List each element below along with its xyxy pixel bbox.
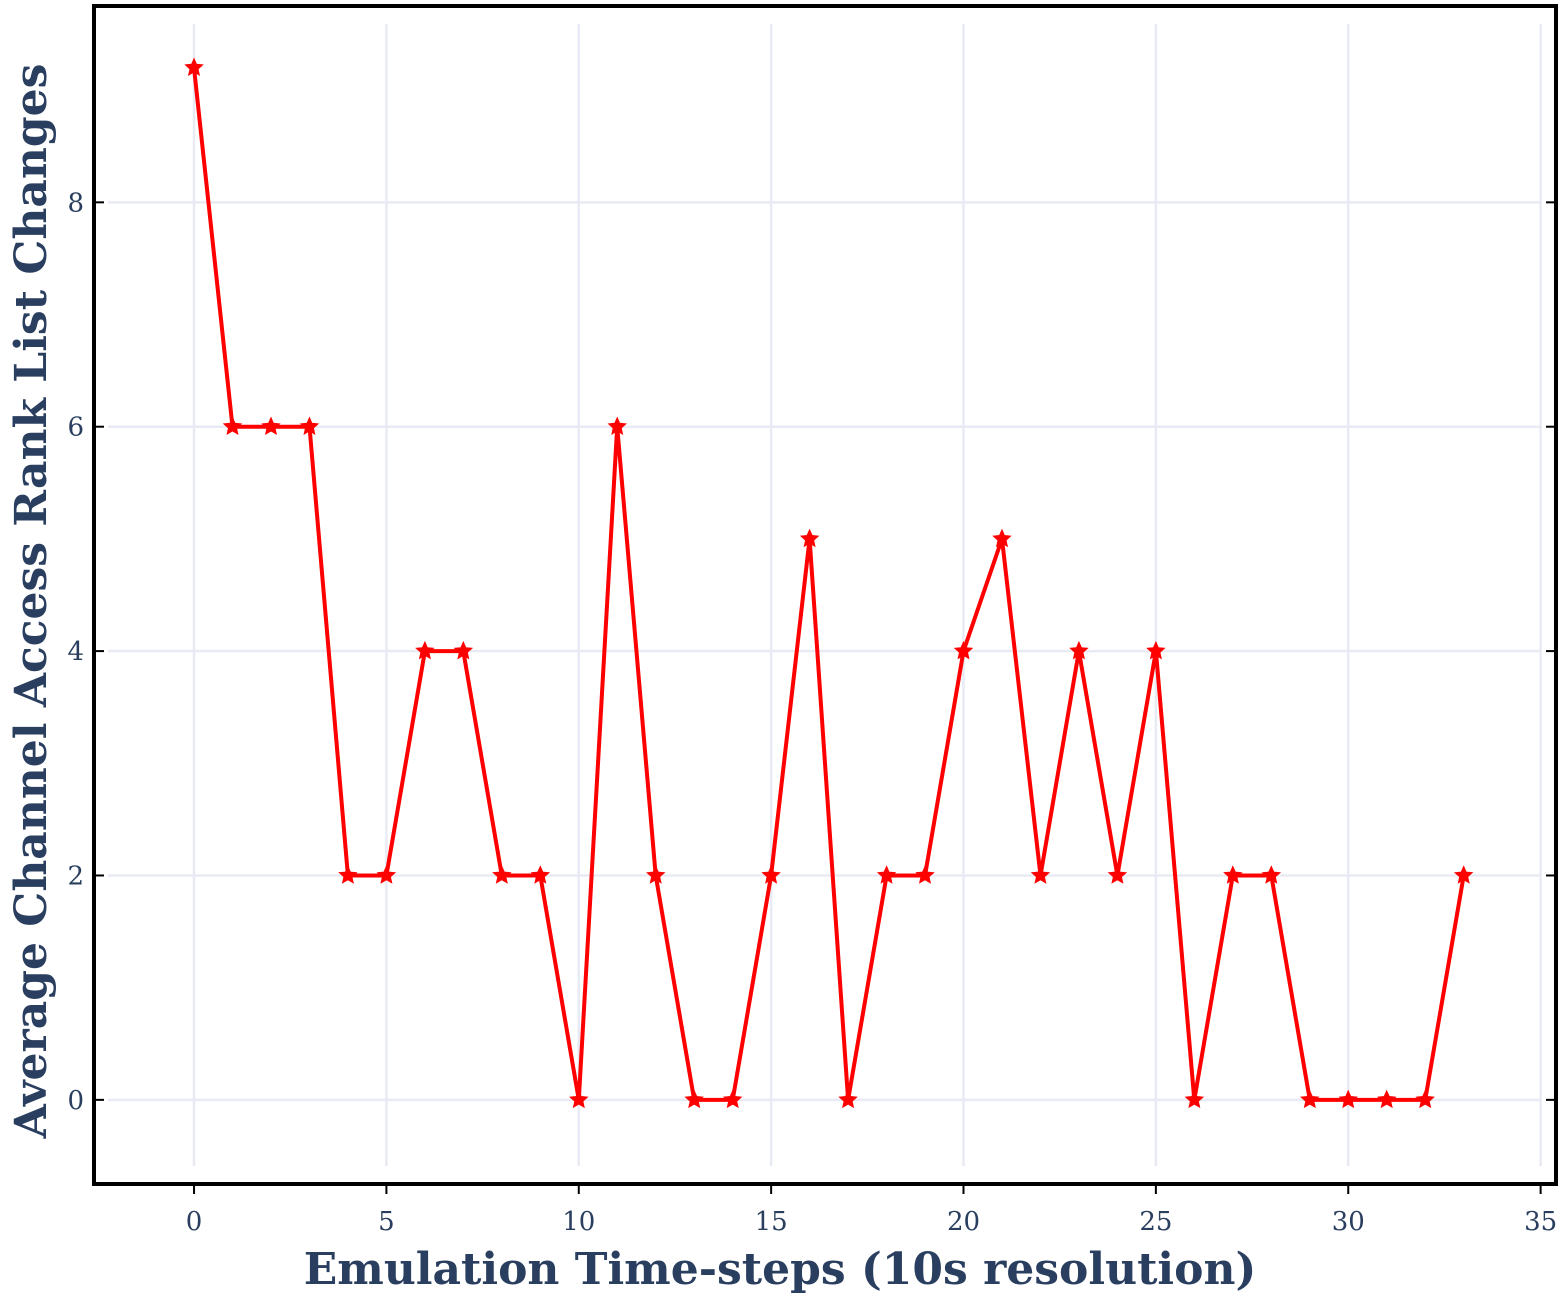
- data-point-marker: [992, 528, 1012, 548]
- x-gridlines: [192, 24, 1542, 1166]
- x-tick-label: 10: [562, 1207, 595, 1237]
- data-point-marker: [761, 865, 781, 884]
- data-point-marker: [722, 1089, 743, 1109]
- y-gridlines: [108, 201, 1542, 1102]
- data-point-marker: [1107, 865, 1128, 884]
- x-tick-label: 0: [186, 1207, 203, 1237]
- x-tick-label: 15: [755, 1207, 788, 1237]
- data-point-marker: [1146, 640, 1166, 660]
- data-point-marker: [838, 1089, 858, 1109]
- series-line: [192, 67, 1466, 1102]
- data-point-marker: [607, 416, 627, 436]
- data-point-marker: [1223, 865, 1243, 884]
- data-point-marker: [338, 865, 358, 884]
- data-point-marker: [415, 640, 435, 660]
- x-tick-label: 20: [947, 1207, 980, 1237]
- x-tick-label: 5: [378, 1207, 395, 1237]
- data-point-marker: [1453, 865, 1474, 884]
- data-point-marker: [492, 865, 512, 884]
- data-point-marker: [1338, 1089, 1358, 1109]
- x-tick-label: 25: [1139, 1207, 1172, 1237]
- data-point-marker: [1415, 1089, 1435, 1109]
- data-point-marker: [261, 416, 281, 436]
- y-tick-label: 8: [67, 188, 84, 218]
- x-axis-title: Emulation Time-steps (10s resolution): [304, 1244, 1257, 1295]
- y-tick-label: 0: [67, 1086, 84, 1116]
- y-tick-label: 2: [67, 861, 84, 891]
- data-point-marker: [1261, 865, 1282, 884]
- data-point-marker: [299, 416, 320, 436]
- data-point-marker: [915, 865, 935, 884]
- y-axis-ticks: 0 2 4 6 8: [67, 188, 1556, 1116]
- data-point-marker: [569, 1089, 589, 1109]
- x-tick-label: 35: [1524, 1207, 1557, 1237]
- y-tick-label: 6: [67, 413, 84, 443]
- data-point-marker: [646, 865, 666, 884]
- data-point-marker: [799, 528, 820, 548]
- x-axis-ticks: 0 5 10 15 20 25 30 35: [186, 1184, 1557, 1237]
- data-point-marker: [1377, 1089, 1397, 1109]
- data-point-marker: [1184, 1089, 1205, 1109]
- plot-frame: [92, 4, 1558, 1186]
- data-point-marker: [684, 1089, 704, 1109]
- data-point-marker: [453, 640, 474, 660]
- data-point-marker: [376, 865, 397, 884]
- data-point-marker: [876, 865, 897, 884]
- data-point-marker: [530, 865, 551, 884]
- data-point-marker: [953, 640, 974, 660]
- y-axis-title: Average Channel Access Rank List Changes: [6, 64, 57, 1140]
- data-point-marker: [184, 57, 204, 77]
- data-point-marker: [1300, 1089, 1320, 1109]
- x-tick-label: 30: [1332, 1207, 1365, 1237]
- y-tick-label: 4: [67, 637, 84, 667]
- series-markers: [184, 57, 1474, 1109]
- data-point-marker: [1069, 640, 1089, 660]
- data-point-marker: [222, 416, 243, 436]
- data-point-marker: [1030, 865, 1051, 884]
